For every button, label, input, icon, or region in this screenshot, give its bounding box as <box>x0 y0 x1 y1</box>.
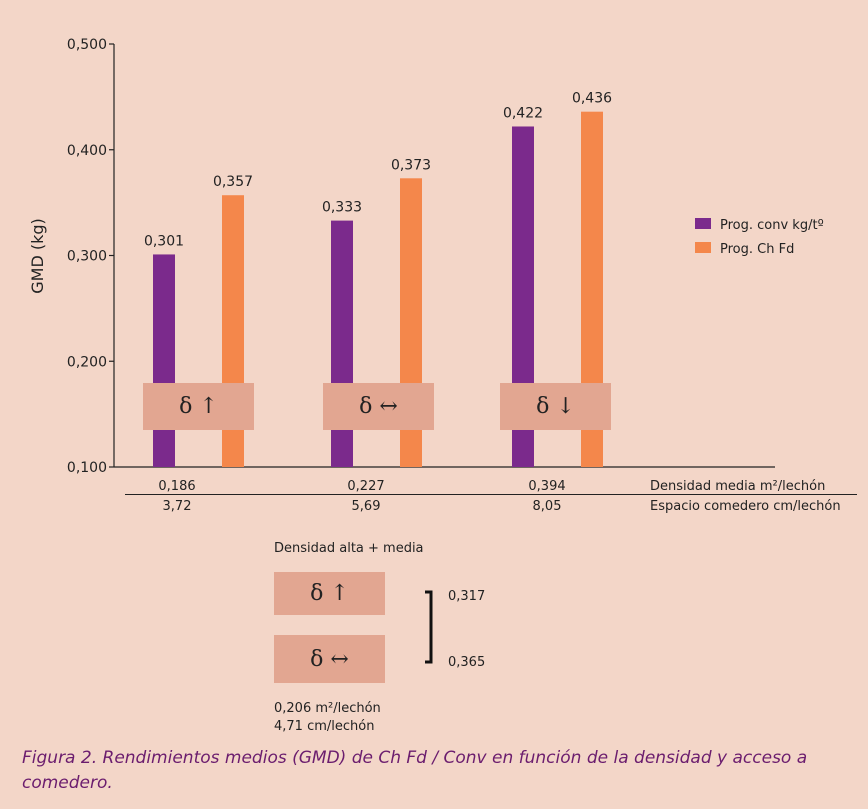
subfigure-title: Densidad alta + media <box>274 541 424 556</box>
legend: Prog. conv kg/tº Prog. Ch Fd <box>695 218 824 257</box>
bar <box>581 111 603 468</box>
bar <box>153 254 175 467</box>
figure-caption: Figura 2. Rendimientos medios (GMD) de C… <box>22 748 808 793</box>
bar-value-label: 0,373 <box>391 157 431 173</box>
bar-value-label: 0,422 <box>503 105 543 121</box>
table-row-density-value-2: 0,227 <box>347 479 385 494</box>
subfigure-bracket <box>425 590 433 664</box>
bar-value-label: 0,357 <box>213 174 253 190</box>
legend-label: Prog. conv kg/tº <box>720 218 824 233</box>
legend-label: Prog. Ch Fd <box>720 242 794 257</box>
y-tick-label: 0,300 <box>67 249 107 265</box>
subfigure-value-top: 0,317 <box>448 589 486 604</box>
y-tick-label: 0,500 <box>67 37 107 53</box>
table-row-density-value-1: 0,186 <box>158 479 196 494</box>
y-tick-label: 0,100 <box>67 460 107 476</box>
table-row-density-value-3: 0,394 <box>528 479 566 494</box>
table-row-space-value-2: 5,69 <box>351 499 381 514</box>
y-tick-label: 0,400 <box>67 143 107 159</box>
table-row-space-value-3: 8,05 <box>532 499 562 514</box>
y-tick-label: 0,200 <box>67 354 107 370</box>
bar <box>512 126 534 468</box>
category-box: δ ↓ <box>500 383 611 430</box>
subfigure-box-increase: δ ↑ <box>274 572 385 615</box>
y-axis-label: GMD (kg) <box>28 218 47 294</box>
bar-value-label: 0,436 <box>572 91 612 107</box>
category-box: δ ↑ <box>143 383 254 430</box>
subfigure-space: 4,71 cm/lechón <box>274 719 375 734</box>
table-row-density-label: Densidad media m²/lechón <box>650 479 826 494</box>
bar <box>331 220 353 467</box>
table-divider <box>125 494 857 495</box>
category-box: δ ↔ <box>323 383 434 430</box>
subfigure-value-bottom: 0,365 <box>448 655 486 670</box>
legend-swatch <box>695 242 711 253</box>
bar-value-label: 0,301 <box>144 233 184 249</box>
table-row-space-label: Espacio comedero cm/lechón <box>650 499 841 514</box>
bar-value-label: 0,333 <box>322 200 362 216</box>
table-row-space-value-1: 3,72 <box>162 499 192 514</box>
subfigure-box-neutral: δ ↔ <box>274 635 385 683</box>
subfigure-density: 0,206 m²/lechón <box>274 701 381 716</box>
legend-swatch <box>695 218 711 229</box>
